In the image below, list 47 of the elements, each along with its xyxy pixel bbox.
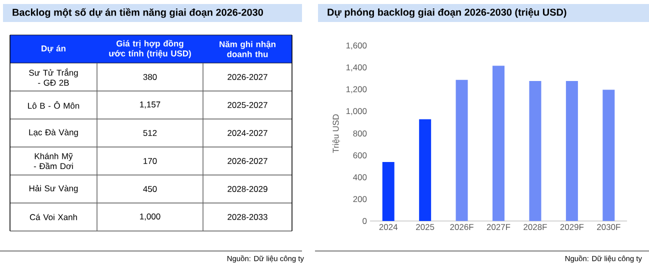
- text: 2026-2027: [228, 74, 268, 80]
- y-tick-label: 200: [353, 196, 367, 202]
- x-tick-label: 2025: [416, 224, 434, 230]
- x-tick-label: 2028F: [524, 224, 547, 230]
- text: 2026-2027: [228, 158, 268, 164]
- x-tick-label: 2024: [379, 224, 398, 230]
- text: 1,157: [140, 102, 160, 108]
- bar: [492, 66, 505, 222]
- text: 170: [144, 158, 157, 164]
- text: 512: [143, 130, 157, 136]
- x-tick-label: 2030F: [597, 224, 620, 230]
- bar: [382, 162, 394, 222]
- bar: [529, 81, 542, 222]
- chart-title: Dự phóng backlog giai đoạn 2026-2030 (triệu USD): [328, 8, 566, 18]
- bar: [602, 90, 615, 222]
- text: 2028-2033: [228, 214, 268, 220]
- y-tick-label: 1,600: [346, 42, 367, 50]
- text: 380: [143, 74, 157, 80]
- category-label: Lạc Đà Vàng: [29, 129, 78, 137]
- category-label: Hải Sư Vàng: [29, 184, 78, 194]
- category-label: Sư Tử Trắng - GĐ 2B: [29, 68, 78, 86]
- bar: [419, 119, 432, 222]
- text: Backlog một số dự án tiềm năng giai đoạn 2026-2030: [12, 8, 263, 18]
- text: 2025-2027: [228, 102, 268, 108]
- bar: [456, 80, 468, 222]
- text: Giá trị hợp đồng ước tính (triệu USD): [109, 40, 191, 58]
- x-tick-label: 2026F: [450, 224, 474, 230]
- text: Năm ghi nhận doanh thu: [220, 40, 276, 58]
- x-tick-label: 2029F: [560, 224, 584, 230]
- y-tick-label: 800: [353, 130, 367, 136]
- y-tick-label: 600: [353, 152, 367, 158]
- category-label: Khánh Mỹ - Đầm Dơi: [34, 152, 73, 170]
- y-tick-label: 0: [362, 218, 367, 224]
- y-tick-label: 400: [353, 174, 367, 180]
- text: 2024-2027: [228, 130, 268, 136]
- text: Dự án: [42, 45, 66, 53]
- text: 1,000: [140, 214, 160, 220]
- y-tick-label: 1,000: [346, 108, 367, 116]
- y-tick-label: 1,400: [346, 64, 367, 72]
- y-tick-label: 1,200: [346, 86, 367, 94]
- category-label: Cá Voi Xanh: [30, 214, 77, 220]
- y-axis-title: Triệu USD: [332, 114, 340, 153]
- bar: [566, 81, 578, 222]
- category-label: Lô B - Ô Môn: [28, 101, 80, 109]
- text: 2028-2029: [228, 186, 268, 192]
- text: 450: [143, 186, 157, 192]
- x-tick-label: 2027F: [486, 224, 510, 230]
